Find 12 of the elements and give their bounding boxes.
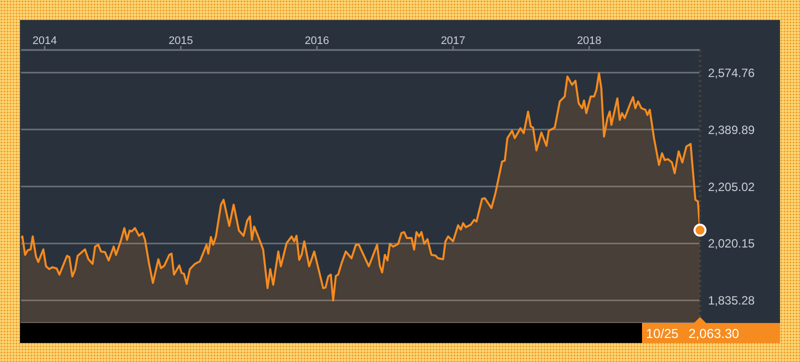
- x-tick-label: 2017: [440, 35, 466, 47]
- text: 10/25: [646, 326, 679, 340]
- x-tick-label: 2018: [576, 35, 602, 47]
- y-tick-label: 1,835.28: [708, 294, 756, 308]
- y-tick-label: 2,574.76: [708, 66, 756, 80]
- x-tick-label: 2016: [304, 35, 330, 47]
- y-tick-label: 2,205.02: [708, 180, 756, 194]
- y-tick-label: 2,020.15: [708, 236, 756, 251]
- y-tick-label: 2,389.89: [708, 122, 756, 137]
- text: 2,063.30: [688, 326, 740, 340]
- x-tick-label: 2014: [32, 35, 57, 47]
- x-tick-label: 2015: [168, 35, 194, 47]
